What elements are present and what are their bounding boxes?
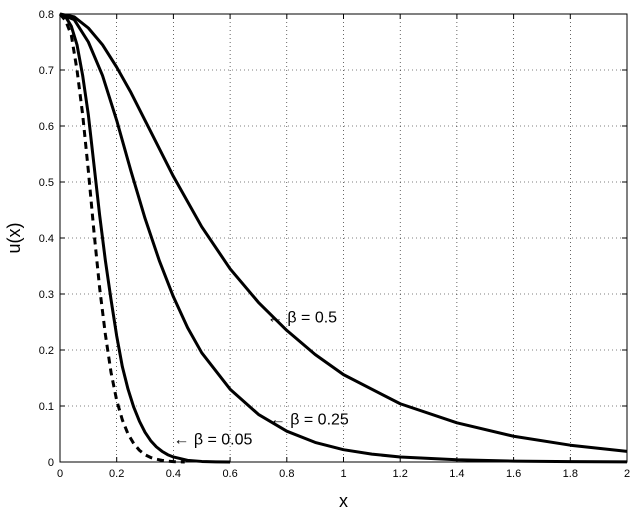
series-group (58, 12, 628, 464)
series-line-2 (59, 12, 231, 464)
x-tick-label: 1.4 (449, 468, 464, 480)
x-tick-label: 0.4 (166, 468, 181, 480)
y-tick-label: 0 (48, 457, 54, 469)
x-tick-label: 0 (57, 468, 63, 480)
curve-annotation-1: ← β = 0.5 (267, 309, 337, 326)
x-tick-label: 1.2 (393, 468, 408, 480)
y-tick-label: 0.6 (39, 121, 54, 133)
y-tick-label: 0.2 (39, 345, 54, 357)
y-tick-label: 0.7 (39, 65, 54, 77)
y-axis-label: u(x) (4, 223, 24, 254)
x-tick-label: 1 (340, 468, 346, 480)
y-tick-label: 0.3 (39, 289, 54, 301)
ticks: 0 0.2 0.4 0.6 0.8 1 1.2 1.4 1.6 1.8 2 0 0.1 0.2 0.3 0.4… (39, 9, 630, 480)
series-line-4 (59, 12, 628, 453)
y-tick-label: 0.8 (39, 9, 54, 21)
grid (60, 14, 627, 462)
series-line-3 (59, 12, 628, 464)
y-tick-label: 0.4 (39, 233, 54, 245)
x-tick-label: 0.2 (109, 468, 124, 480)
y-tick-label: 0.5 (39, 177, 54, 189)
x-tick-label: 1.6 (506, 468, 521, 480)
curve-annotation-3: ← β = 0.05 (173, 431, 252, 448)
annotations: ← β = 0.5 ← β = 0.25 ← β = 0.05 (173, 309, 349, 448)
x-tick-label: 0.8 (279, 468, 294, 480)
y-tick-label: 0.1 (39, 401, 54, 413)
series-line-1 (58, 13, 185, 464)
curve-annotation-2: ← β = 0.25 (270, 411, 349, 428)
x-tick-label: 2 (624, 468, 630, 480)
x-axis-label: x (339, 491, 348, 511)
x-tick-label: 0.6 (222, 468, 237, 480)
x-tick-label: 1.8 (563, 468, 578, 480)
